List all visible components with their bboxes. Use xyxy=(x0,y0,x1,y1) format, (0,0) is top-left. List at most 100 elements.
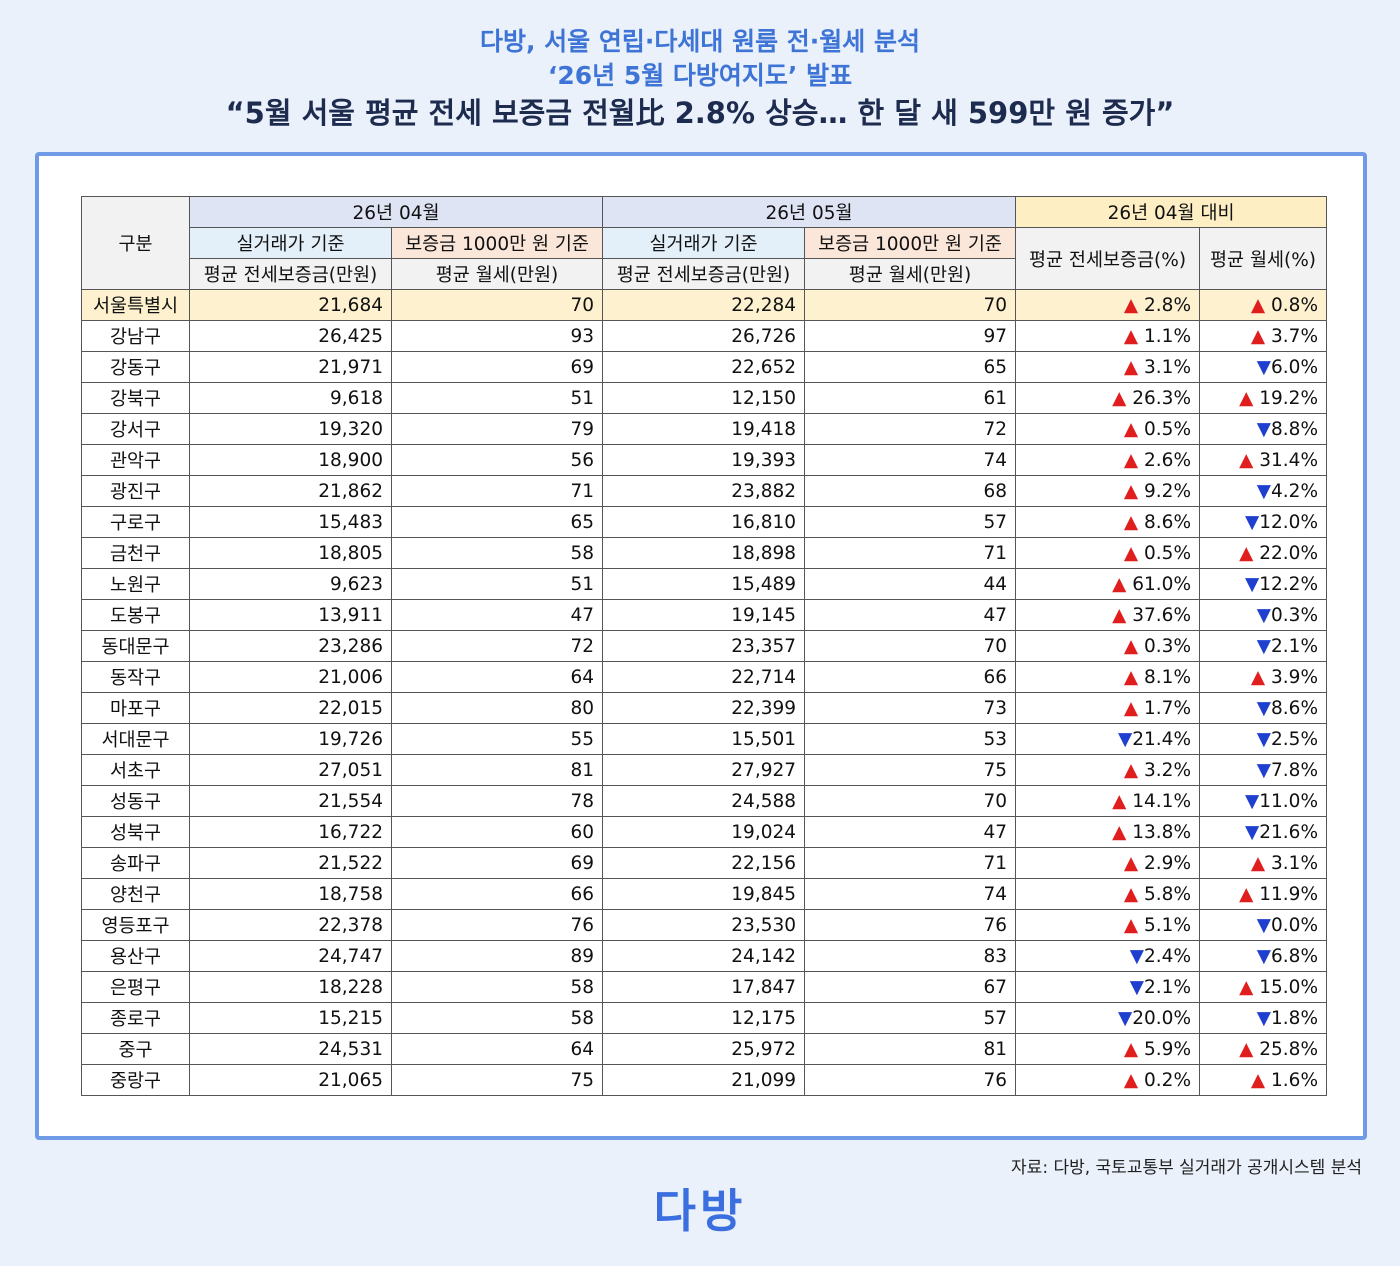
value-cell: 78 xyxy=(390,785,604,817)
district: 은평구 xyxy=(81,971,190,1003)
value-cell: 60 xyxy=(390,816,604,848)
table-row: 중구 24,531 64 25,972 81 ▲ 5.9% ▲ 25.8% xyxy=(81,1033,1328,1065)
change-cell: ▲ 19.2% xyxy=(1199,382,1328,414)
value-cell: 70 xyxy=(390,289,604,321)
subtitle: ‘26년 5월 다방여지도’ 발표 xyxy=(547,61,853,90)
table-row: 서대문구 19,726 55 15,501 53 ▼21.4% ▼2.5% xyxy=(81,723,1328,755)
change-cell: ▲ 5.8% xyxy=(1015,878,1201,910)
change-cell: ▲ 61.0% xyxy=(1015,568,1201,600)
data-table: 구분 26년 04월 26년 05월 26년 04월 대비 실거래가 기준 보증… xyxy=(81,196,1328,1096)
change-cell: ▲ 2.6% xyxy=(1015,444,1201,476)
value-cell: 61 xyxy=(804,382,1017,414)
value-cell: 79 xyxy=(390,413,604,445)
value-cell: 23,882 xyxy=(602,475,806,507)
value-cell: 97 xyxy=(804,320,1017,352)
value-cell: 21,862 xyxy=(189,475,392,507)
value-cell: 19,845 xyxy=(602,878,806,910)
change-cell: ▲ 0.2% xyxy=(1015,1064,1201,1096)
district: 성북구 xyxy=(81,816,190,848)
logo: 다방 xyxy=(653,1184,747,1238)
district: 서대문구 xyxy=(81,723,190,755)
value-cell: 66 xyxy=(804,661,1017,693)
change-cell: ▼2.5% xyxy=(1199,723,1328,755)
district: 동대문구 xyxy=(81,630,190,662)
value-cell: 18,758 xyxy=(189,878,392,910)
district: 강북구 xyxy=(81,382,190,414)
change-cell: ▲ 2.8% xyxy=(1015,289,1201,321)
value-cell: 25,972 xyxy=(602,1033,806,1065)
value-cell: 71 xyxy=(804,537,1017,569)
value-cell: 76 xyxy=(804,1064,1017,1096)
value-cell: 73 xyxy=(804,692,1017,724)
change-cell: ▲ 8.6% xyxy=(1015,506,1201,538)
district: 중구 xyxy=(81,1033,190,1065)
value-cell: 22,652 xyxy=(602,351,806,383)
value-cell: 47 xyxy=(804,816,1017,848)
change-cell: ▲ 1.6% xyxy=(1199,1064,1328,1096)
change-cell: ▲ 0.5% xyxy=(1015,413,1201,445)
change-cell: ▲ 11.9% xyxy=(1199,878,1328,910)
value-cell: 24,531 xyxy=(189,1033,392,1065)
change-cell: ▼21.6% xyxy=(1199,816,1328,848)
district: 구로구 xyxy=(81,506,190,538)
value-cell: 58 xyxy=(390,537,604,569)
value-cell: 64 xyxy=(390,661,604,693)
table-row: 종로구 15,215 58 12,175 57 ▼20.0% ▼1.8% xyxy=(81,1002,1328,1034)
value-cell: 24,747 xyxy=(189,940,392,972)
table-row: 중랑구 21,065 75 21,099 76 ▲ 0.2% ▲ 1.6% xyxy=(81,1064,1328,1096)
measure-header: 평균 월세(만원) xyxy=(804,258,1017,290)
value-cell: 51 xyxy=(390,568,604,600)
district: 광진구 xyxy=(81,475,190,507)
change-cell: ▲ 3.7% xyxy=(1199,320,1328,352)
change-cell: ▲ 3.1% xyxy=(1015,351,1201,383)
district: 송파구 xyxy=(81,847,190,879)
value-cell: 15,501 xyxy=(602,723,806,755)
value-cell: 24,142 xyxy=(602,940,806,972)
value-cell: 27,927 xyxy=(602,754,806,786)
value-cell: 89 xyxy=(390,940,604,972)
value-cell: 70 xyxy=(804,289,1017,321)
table-row: 금천구 18,805 58 18,898 71 ▲ 0.5% ▲ 22.0% xyxy=(81,537,1328,569)
change-cell: ▼6.8% xyxy=(1199,940,1328,972)
change-cell: ▲ 9.2% xyxy=(1015,475,1201,507)
basis-header: 보증금 1000만 원 기준 xyxy=(390,227,604,259)
value-cell: 47 xyxy=(390,599,604,631)
table-row: 송파구 21,522 69 22,156 71 ▲ 2.9% ▲ 3.1% xyxy=(81,847,1328,879)
change-cell: ▼8.8% xyxy=(1199,413,1328,445)
table-row: 동작구 21,006 64 22,714 66 ▲ 8.1% ▲ 3.9% xyxy=(81,661,1328,693)
district: 노원구 xyxy=(81,568,190,600)
district: 마포구 xyxy=(81,692,190,724)
value-cell: 15,215 xyxy=(189,1002,392,1034)
value-cell: 69 xyxy=(390,351,604,383)
district: 양천구 xyxy=(81,878,190,910)
value-cell: 58 xyxy=(390,1002,604,1034)
value-cell: 21,554 xyxy=(189,785,392,817)
value-cell: 13,911 xyxy=(189,599,392,631)
change-cell: ▲ 14.1% xyxy=(1015,785,1201,817)
value-cell: 22,156 xyxy=(602,847,806,879)
change-cell: ▼4.2% xyxy=(1199,475,1328,507)
table-row: 강남구 26,425 93 26,726 97 ▲ 1.1% ▲ 3.7% xyxy=(81,320,1328,352)
table-row: 양천구 18,758 66 19,845 74 ▲ 5.8% ▲ 11.9% xyxy=(81,878,1328,910)
value-cell: 80 xyxy=(390,692,604,724)
change-cell: ▲ 1.7% xyxy=(1015,692,1201,724)
district: 서울특별시 xyxy=(81,289,190,321)
value-cell: 72 xyxy=(804,413,1017,445)
district: 서초구 xyxy=(81,754,190,786)
change-cell: ▼2.4% xyxy=(1015,940,1201,972)
value-cell: 19,393 xyxy=(602,444,806,476)
measure-header: 평균 월세(만원) xyxy=(390,258,604,290)
table-row: 은평구 18,228 58 17,847 67 ▼2.1% ▲ 15.0% xyxy=(81,971,1328,1003)
change-cell: ▼0.3% xyxy=(1199,599,1328,631)
change-cell: ▲ 5.1% xyxy=(1015,909,1201,941)
title: 다방, 서울 연립·다세대 원룸 전·월세 분석 xyxy=(479,27,920,56)
change-cell: ▲ 1.1% xyxy=(1015,320,1201,352)
change-cell: ▼12.0% xyxy=(1199,506,1328,538)
group-header: 26년 05월 xyxy=(602,196,1017,228)
value-cell: 18,898 xyxy=(602,537,806,569)
table-row: 광진구 21,862 71 23,882 68 ▲ 9.2% ▼4.2% xyxy=(81,475,1328,507)
table-row: 강북구 9,618 51 12,150 61 ▲ 26.3% ▲ 19.2% xyxy=(81,382,1328,414)
table-row: 강서구 19,320 79 19,418 72 ▲ 0.5% ▼8.8% xyxy=(81,413,1328,445)
value-cell: 56 xyxy=(390,444,604,476)
